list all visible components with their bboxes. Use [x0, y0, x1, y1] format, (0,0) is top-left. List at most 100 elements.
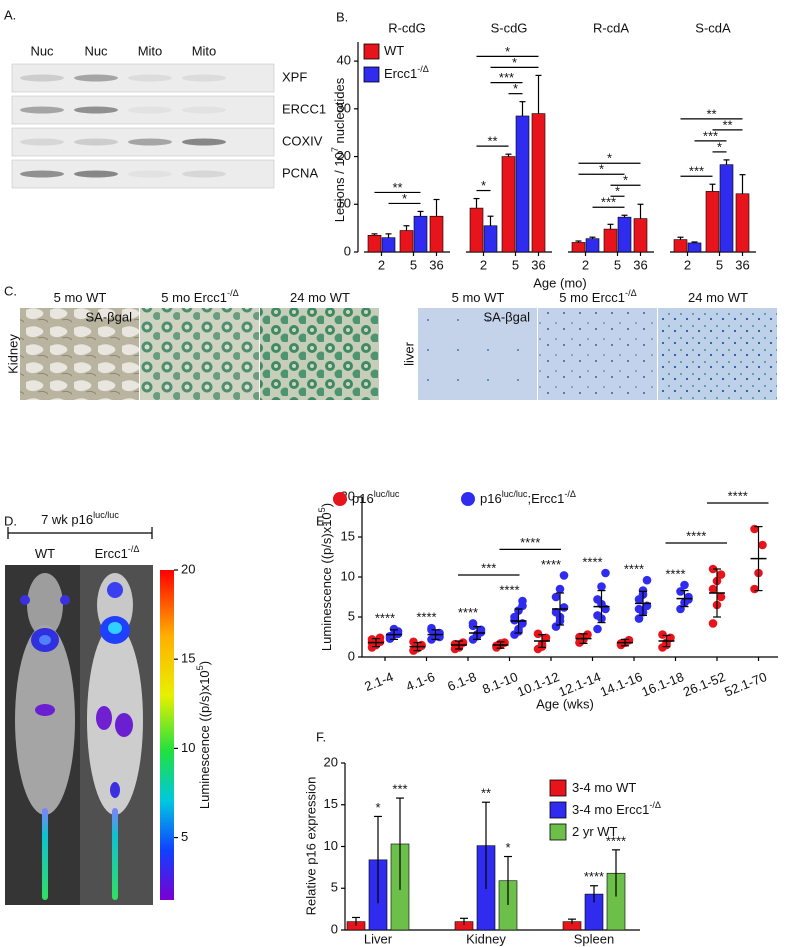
colorbar-tick-label: 15	[181, 651, 195, 666]
signal	[20, 595, 30, 605]
x-tick-label: 6.1-8	[445, 669, 478, 694]
text-part: Ercc1	[95, 546, 128, 561]
stain-image-label: 5 mo WT	[54, 290, 107, 305]
blot-row-label: PCNA	[282, 165, 318, 180]
blot-band	[182, 74, 226, 82]
data-point	[393, 629, 403, 639]
significance-label: ****	[499, 582, 519, 597]
significance-label: **	[487, 134, 497, 149]
legend-marker	[333, 492, 347, 506]
significance-label: *	[717, 139, 722, 154]
bar	[501, 156, 516, 253]
data-point	[559, 603, 569, 612]
mouse-body	[15, 625, 75, 815]
colorbar-tick-label: 10	[181, 740, 195, 755]
significance-label: *	[505, 44, 510, 59]
data-point	[555, 584, 565, 594]
y-tick-label: 20	[324, 754, 338, 769]
text-part: -/Δ	[417, 64, 429, 74]
blot-band	[74, 170, 118, 178]
significance-label: ****	[584, 869, 604, 884]
stain-name: SA-βgal	[86, 309, 133, 324]
stain-image-label: 5 mo WT	[452, 290, 505, 305]
bar	[633, 218, 648, 253]
y-tick-label: 10	[324, 838, 338, 853]
legend-swatch	[549, 801, 567, 819]
significance-label: *	[375, 800, 380, 815]
panel-label: A.	[4, 7, 16, 22]
text-part: Ercc1	[384, 66, 417, 81]
text-part: 3-4 mo Ercc1	[572, 802, 649, 817]
data-point	[559, 571, 569, 580]
text-part: 3-4 mo WT	[572, 780, 636, 795]
y-tick-label: 10	[337, 196, 351, 211]
x-tick-label: 10.1-12	[515, 669, 562, 699]
bar	[381, 237, 396, 253]
blot-band	[74, 138, 118, 146]
text-part: 5	[195, 665, 205, 670]
panel-label: E.	[316, 513, 328, 528]
text-part: nucleotides	[332, 77, 347, 147]
blot-band	[128, 74, 172, 82]
data-point	[616, 639, 626, 648]
data-point	[375, 633, 385, 643]
group-title: R-cdG	[388, 20, 426, 35]
data-point	[551, 592, 561, 602]
blot-row-label: COXIV	[282, 133, 323, 148]
imaging-title: 7 wk p16luc/luc	[41, 510, 119, 527]
data-point	[716, 570, 726, 579]
significance-label: *	[513, 81, 518, 96]
data-point	[676, 587, 685, 596]
tissue-label: liver	[401, 341, 416, 366]
significance-label: *	[512, 55, 517, 70]
text-part: p16	[352, 491, 374, 506]
text-part: -/Δ	[227, 288, 239, 298]
significance-label: *	[402, 191, 407, 206]
blot-band	[20, 170, 64, 178]
data-point	[601, 568, 610, 578]
data-point	[593, 624, 602, 634]
text-part: -/Δ	[649, 800, 661, 810]
x-tick-label: 2.1-4	[362, 669, 395, 694]
significance-label: **	[706, 106, 716, 121]
data-point	[518, 596, 527, 606]
text-part: WT	[384, 43, 404, 58]
bar	[617, 216, 632, 253]
data-point	[583, 630, 592, 639]
significance-label: ****	[458, 605, 478, 620]
group-title: S-cdG	[491, 20, 528, 35]
text-part: 2 yr WT	[572, 824, 618, 839]
x-tick-label: 4.1-6	[404, 669, 437, 694]
bar	[469, 207, 484, 253]
bar	[585, 238, 600, 253]
blot-column-label: Nuc	[84, 43, 108, 58]
y-tick-label: 0	[344, 243, 351, 258]
blot-row-label: ERCC1	[282, 101, 326, 116]
legend-swatch	[363, 43, 380, 60]
significance-label: ****	[606, 833, 626, 848]
text-part: Luminescence ((p/s)x10	[319, 512, 334, 651]
blot-band	[128, 106, 172, 114]
text-part: )	[197, 661, 212, 665]
blot-column-label: Mito	[192, 43, 217, 58]
x-tick-label: 26.1-52	[681, 669, 728, 699]
significance-label: ***	[601, 195, 616, 210]
mouse-head	[27, 573, 63, 637]
data-point	[642, 575, 652, 585]
blot-strip	[11, 63, 275, 93]
stain-image-label: 24 mo WT	[290, 290, 350, 305]
signal	[39, 635, 51, 645]
legend-label: p16luc/luc	[352, 489, 400, 506]
text-part: 7 wk p16	[41, 512, 93, 527]
bar	[571, 242, 586, 253]
y-tick-label: 15	[341, 528, 355, 543]
legend-label: 3-4 mo WT	[572, 780, 636, 795]
legend-marker	[461, 492, 475, 506]
blot-band	[74, 74, 118, 82]
bar	[483, 225, 498, 253]
significance-label: ***	[703, 128, 718, 143]
data-point	[541, 633, 551, 643]
blot-band	[182, 138, 226, 146]
x-tick-label: 5	[614, 257, 621, 272]
group-title: S-cdA	[695, 20, 731, 35]
